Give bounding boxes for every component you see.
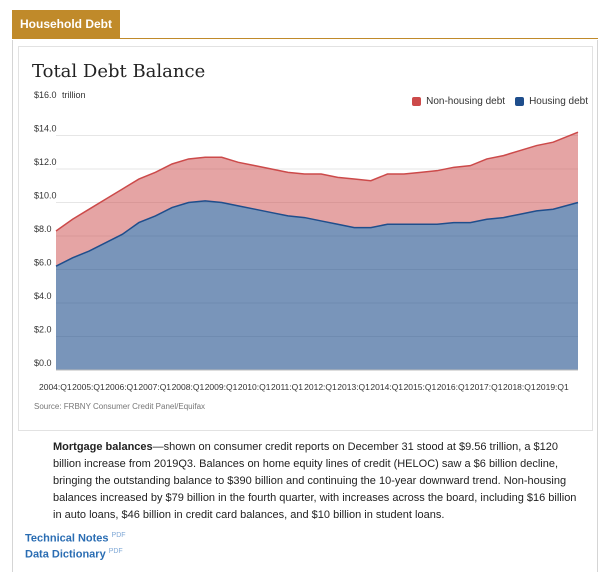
legend-label-housing: Housing debt [529, 96, 588, 107]
x-tick-label: 2017:Q1 [470, 382, 503, 392]
x-tick-label: 2012:Q1 [304, 382, 337, 392]
y-tick-label: $8.0 [34, 224, 52, 234]
y-tick-label: $10.0 [34, 191, 57, 201]
data-dictionary-link[interactable]: Data Dictionary PDF [25, 548, 123, 561]
x-tick-label: 2005:Q1 [72, 382, 105, 392]
y-unit-label: trillion [62, 90, 86, 100]
y-tick-label: $4.0 [34, 291, 52, 301]
x-tick-label: 2013:Q1 [337, 382, 370, 392]
debt-balance-chart: $0.0 $2.0 $4.0 $6.0 $8.0 $10.0 $12.0 $14.0 $16.0… [34, 90, 579, 392]
description-text: —shown on consumer credit reports on Dec… [53, 441, 577, 521]
chart-legend: Non-housing debt Housing debt [412, 96, 588, 107]
technical-notes-label: Technical Notes [25, 532, 109, 545]
y-tick-label: $14.0 [34, 124, 57, 134]
x-tick-label: 2004:Q1 [39, 382, 72, 392]
chart-title: Total Debt Balance [32, 61, 206, 82]
legend-swatch-housing [515, 97, 525, 106]
x-tick-label: 2011:Q1 [271, 382, 303, 392]
technical-notes-link[interactable]: Technical Notes PDF [25, 532, 126, 545]
y-tick-label: $6.0 [34, 258, 52, 268]
legend-housing[interactable]: Housing debt [515, 96, 588, 107]
x-tick-label: 2007:Q1 [138, 382, 171, 392]
area-non-housing [56, 132, 578, 267]
description-paragraph: Mortgage balances—shown on consumer cred… [53, 439, 588, 524]
legend-label-non-housing: Non-housing debt [426, 96, 506, 107]
x-tick-label: 2008:Q1 [172, 382, 205, 392]
line-housing [55, 200, 579, 267]
x-tick-label: 2016:Q1 [437, 382, 470, 392]
x-tick-label: 2015:Q1 [404, 382, 437, 392]
x-tick-label: 2010:Q1 [238, 382, 271, 392]
x-tick-label: 2009:Q1 [205, 382, 238, 392]
legend-swatch-non-housing [412, 97, 422, 106]
x-tick-label: 2019:Q1 [536, 382, 569, 392]
chart-source: Source: FRBNY Consumer Credit Panel/Equi… [34, 402, 206, 411]
y-tick-label: $12.0 [34, 157, 57, 167]
description-lead: Mortgage balances [53, 441, 153, 453]
tab-divider [12, 38, 598, 39]
pdf-badge: PDF [108, 548, 123, 555]
x-tick-label: 2006:Q1 [105, 382, 138, 392]
line-total [55, 131, 579, 232]
data-dictionary-label: Data Dictionary [25, 548, 106, 561]
legend-non-housing[interactable]: Non-housing debt [412, 96, 505, 107]
x-tick-label: 2018:Q1 [503, 382, 536, 392]
y-tick-label: $16.0 [34, 90, 57, 100]
pdf-badge: PDF [111, 532, 126, 539]
y-tick-label: $2.0 [34, 325, 52, 335]
content-panel [12, 40, 598, 572]
area-housing [56, 200, 578, 370]
x-tick-label: 2014:Q1 [370, 382, 403, 392]
y-tick-label: $0.0 [34, 358, 52, 368]
household-debt-tab[interactable]: Household Debt [12, 10, 120, 38]
